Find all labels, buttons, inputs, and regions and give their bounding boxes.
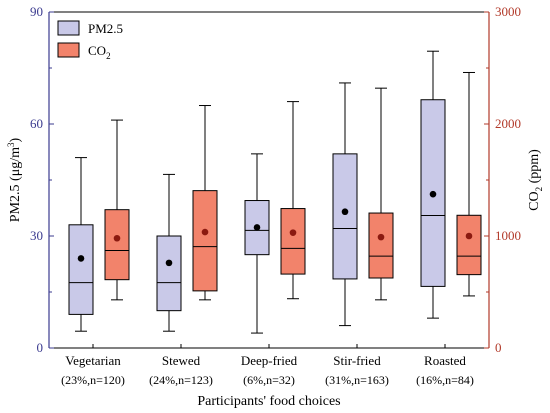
box-pm25-4 (420, 50, 446, 319)
left-tick-label: 30 (30, 228, 43, 243)
mean-marker (165, 259, 173, 267)
x-tick-note: (23%,n=120) (61, 373, 125, 387)
legend: PM2.5 CO2 (57, 20, 123, 61)
right-y-axis-label: CO2 (ppm) (527, 149, 544, 211)
x-tick-label: Vegetarian (65, 353, 121, 368)
mean-marker (341, 208, 349, 216)
x-axis-label: Participants' food choices (197, 394, 340, 409)
box-iqr (192, 190, 218, 292)
left-tick-label: 60 (30, 116, 43, 131)
x-tick-label: Roasted (424, 353, 466, 368)
legend-label-1: CO2 (88, 43, 111, 61)
legend-label-0: PM2.5 (88, 21, 123, 36)
box-co2-1 (192, 105, 218, 301)
x-tick-note: (31%,n=163) (325, 373, 389, 387)
box-co2-2 (280, 101, 306, 300)
right-tick-label: 1000 (495, 228, 521, 243)
mean-marker (77, 255, 85, 262)
x-tick-note: (6%,n=32) (243, 373, 295, 387)
box-pm25-1 (156, 173, 182, 332)
x-tick-label: Stir-fried (333, 353, 381, 368)
x-tick-label: Stewed (162, 353, 201, 368)
mean-marker (465, 232, 473, 240)
x-tick-note: (16%,n=84) (416, 373, 474, 387)
mean-marker (253, 224, 261, 231)
box-pm25-2 (244, 153, 270, 334)
right-tick-label: 3000 (495, 4, 521, 19)
right-tick-label: 2000 (495, 116, 521, 131)
box-co2-0 (104, 119, 130, 301)
mean-marker (429, 190, 437, 198)
box-pm25-3 (332, 82, 358, 327)
box-co2-3 (368, 87, 394, 301)
box-iqr (280, 208, 306, 275)
box-co2-4 (456, 71, 482, 297)
mean-marker (377, 233, 385, 241)
box-iqr (368, 212, 394, 279)
mean-marker (289, 229, 297, 236)
plot-area (68, 50, 482, 334)
mean-marker (201, 228, 209, 236)
left-y-axis-label: PM2.5 (μg/m3) (6, 137, 23, 222)
box-iqr (156, 235, 182, 312)
right-tick-label: 0 (495, 340, 502, 355)
box-iqr (332, 153, 358, 280)
left-tick-label: 0 (37, 340, 44, 355)
x-tick-label: Deep-fried (241, 353, 298, 368)
box-iqr (68, 224, 94, 315)
mean-marker (113, 234, 121, 242)
box-iqr (456, 214, 482, 276)
axes: 0 30 60 90 0 1000 2000 3000 Vegetarian (23%,n=120… (6, 4, 544, 409)
legend-swatch-0 (57, 20, 80, 36)
legend-swatch-1 (57, 42, 80, 58)
x-tick-note: (24%,n=123) (149, 373, 213, 387)
box-pm25-0 (68, 157, 94, 332)
box-iqr (104, 209, 130, 281)
left-tick-label: 90 (30, 4, 43, 19)
